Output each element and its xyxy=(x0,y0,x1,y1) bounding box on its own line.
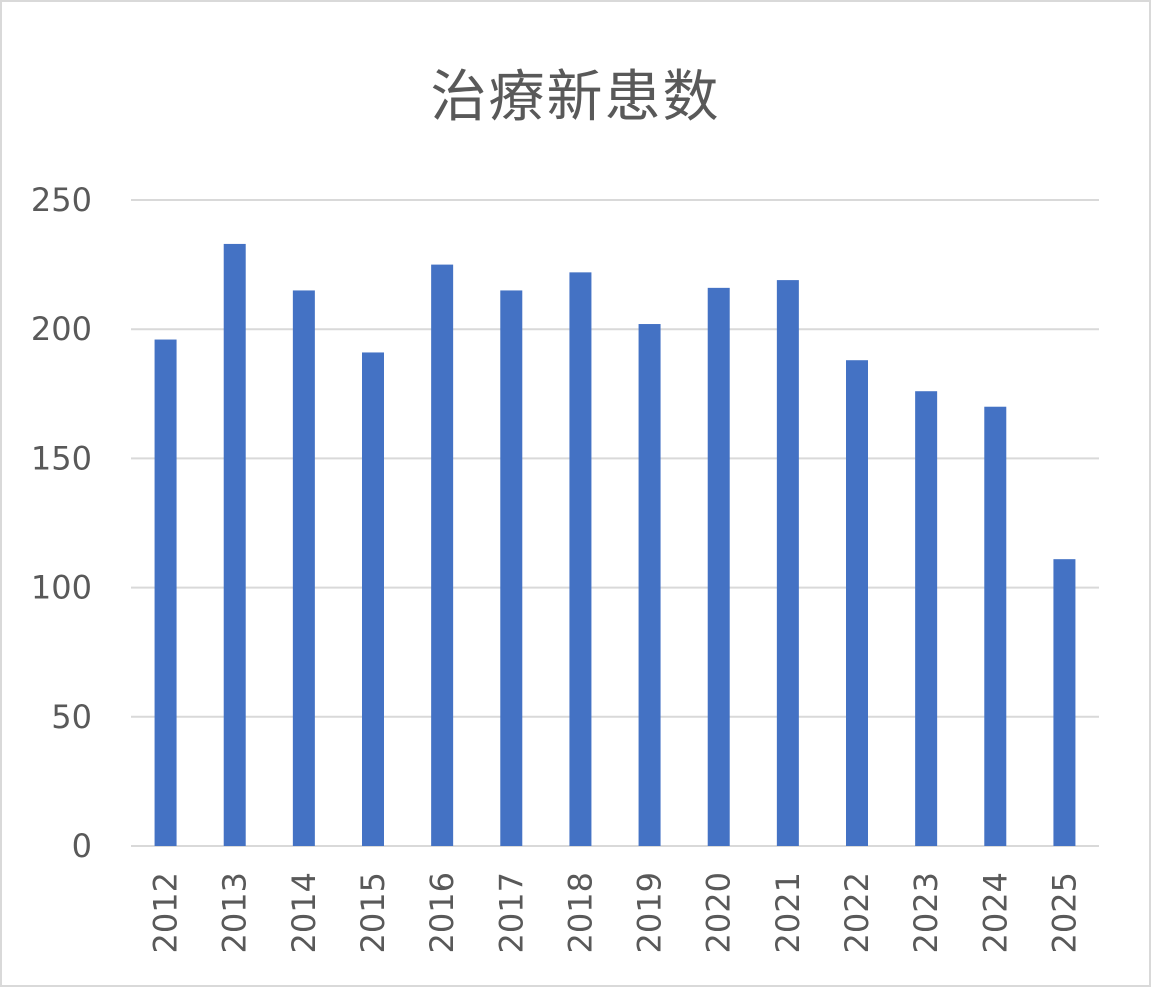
x-tick-label: 2013 xyxy=(216,872,254,953)
bar xyxy=(500,290,523,846)
x-tick-label: 2019 xyxy=(631,872,669,953)
x-tick-label: 2016 xyxy=(423,872,461,953)
y-tick-label: 150 xyxy=(31,439,92,477)
bar xyxy=(915,391,938,846)
x-tick-label: 2015 xyxy=(354,872,392,953)
y-tick-label: 100 xyxy=(31,569,92,607)
bar xyxy=(223,243,246,847)
bar xyxy=(638,324,661,847)
x-tick-label: 2023 xyxy=(907,872,945,953)
bar xyxy=(846,360,868,846)
bar xyxy=(707,287,730,847)
y-tick-label: 250 xyxy=(31,181,92,219)
x-tick-label: 2017 xyxy=(492,872,530,953)
y-tick-label: 0 xyxy=(72,827,92,865)
x-tick-label: 2020 xyxy=(700,872,738,953)
x-tick-label: 2018 xyxy=(561,872,599,953)
x-tick-label: 2025 xyxy=(1045,872,1083,953)
y-tick-label: 50 xyxy=(51,698,92,736)
bar xyxy=(984,406,1007,846)
bar xyxy=(1053,559,1076,846)
x-tick-label: 2012 xyxy=(147,872,185,953)
chart-title: 治療新患数 xyxy=(430,65,721,130)
x-tick-label: 2014 xyxy=(285,872,323,953)
bar xyxy=(569,272,592,846)
x-tick-label: 2024 xyxy=(976,872,1014,953)
x-tick-label: 2021 xyxy=(769,872,807,953)
bar xyxy=(776,280,799,846)
y-tick-label: 200 xyxy=(31,310,92,348)
x-tick-label: 2022 xyxy=(838,872,876,953)
bar xyxy=(154,339,177,846)
bar xyxy=(362,352,384,846)
bar xyxy=(292,290,315,846)
bar xyxy=(431,264,454,847)
